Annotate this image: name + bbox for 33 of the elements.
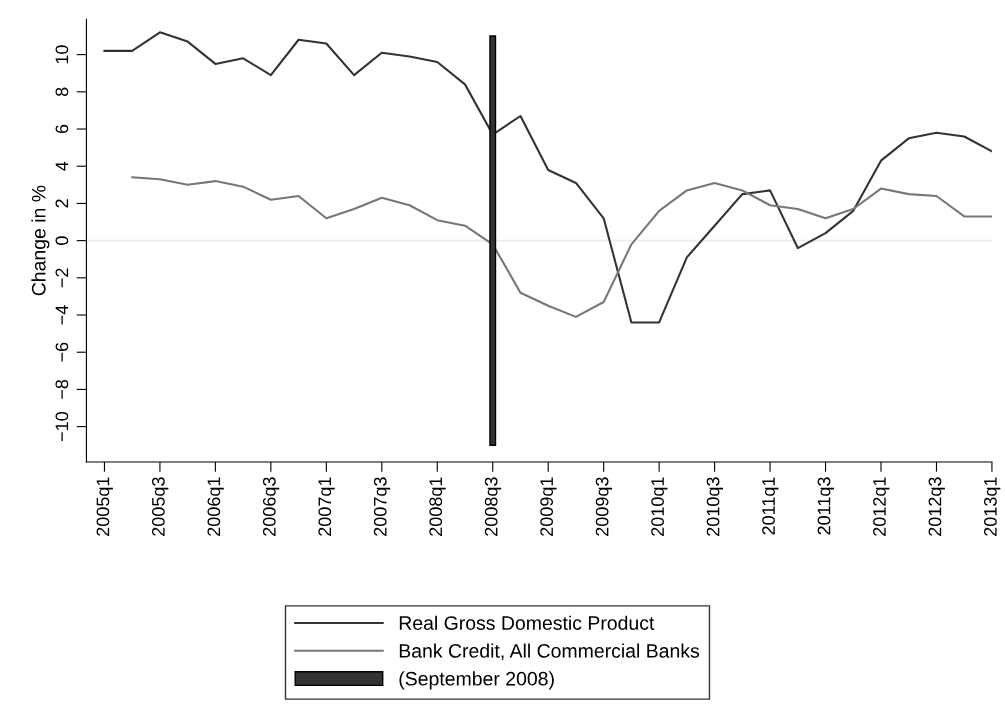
y-tick-label: −10 <box>55 412 69 442</box>
x-tick-label: 2005q3 <box>151 477 169 536</box>
legend-label: Bank Credit, All Commercial Banks <box>399 643 700 661</box>
y-tick-label: −2 <box>55 268 69 288</box>
legend-label: Real Gross Domestic Product <box>399 615 655 630</box>
x-tick-label: 2010q1 <box>651 477 668 536</box>
y-tick-label: 6 <box>55 124 69 134</box>
y-tick-label: −6 <box>55 342 69 362</box>
x-tick-label: 2007q3 <box>373 477 391 536</box>
y-tick-label: 0 <box>55 236 69 245</box>
x-tick-label: 2011q1 <box>762 477 779 535</box>
x-tick-label: 2012q1 <box>873 477 890 536</box>
x-tick-label: 2009q1 <box>540 477 557 536</box>
y-tick-label: 4 <box>55 161 69 171</box>
x-tick-label: 2008q1 <box>429 477 446 536</box>
y-tick-label: −4 <box>55 305 69 325</box>
legend-label: (September 2008) <box>399 671 554 690</box>
x-tick-label: 2006q3 <box>262 477 280 536</box>
x-tick-label: 2011q3 <box>817 477 834 535</box>
y-tick-label: 10 <box>55 45 69 64</box>
y-tick-label: 8 <box>55 87 69 97</box>
x-tick-label: 2013q1 <box>984 477 1001 536</box>
y-tick-label: −8 <box>55 379 69 399</box>
x-tick-label: 2007q1 <box>318 477 335 536</box>
line-series <box>131 176 992 318</box>
y-axis-title: Change in % <box>31 185 50 296</box>
x-tick-label: 2008q3 <box>484 477 502 536</box>
x-tick-label: 2010q3 <box>706 477 724 536</box>
x-tick-label: 2006q1 <box>207 477 224 536</box>
x-tick-label: 2009q3 <box>595 477 613 536</box>
y-tick-label: 2 <box>55 199 69 208</box>
x-tick-label: 2012q3 <box>928 477 945 536</box>
x-tick-label: 2005q1 <box>96 477 113 536</box>
